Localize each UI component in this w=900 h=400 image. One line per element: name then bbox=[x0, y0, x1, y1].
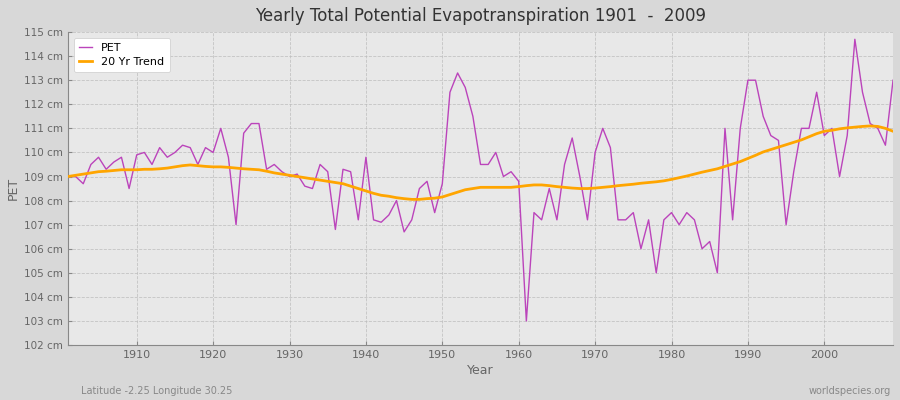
Title: Yearly Total Potential Evapotranspiration 1901  -  2009: Yearly Total Potential Evapotranspiratio… bbox=[255, 7, 706, 25]
PET bbox=[887, 78, 898, 83]
PET bbox=[506, 169, 517, 174]
PET bbox=[850, 37, 860, 42]
PET bbox=[338, 167, 348, 172]
20 Yr Trend bbox=[407, 197, 418, 202]
Line: 20 Yr Trend: 20 Yr Trend bbox=[68, 126, 893, 199]
20 Yr Trend bbox=[521, 183, 532, 188]
20 Yr Trend bbox=[887, 129, 898, 134]
20 Yr Trend bbox=[513, 184, 524, 189]
Y-axis label: PET: PET bbox=[7, 177, 20, 200]
PET bbox=[292, 172, 302, 176]
Text: worldspecies.org: worldspecies.org bbox=[809, 386, 891, 396]
PET bbox=[613, 218, 624, 222]
PET bbox=[513, 179, 524, 184]
X-axis label: Year: Year bbox=[467, 364, 494, 377]
20 Yr Trend bbox=[338, 181, 348, 186]
PET bbox=[63, 174, 74, 179]
Legend: PET, 20 Yr Trend: PET, 20 Yr Trend bbox=[74, 38, 170, 72]
PET bbox=[123, 186, 134, 191]
20 Yr Trend bbox=[865, 124, 876, 128]
20 Yr Trend bbox=[123, 167, 134, 172]
Line: PET: PET bbox=[68, 39, 893, 321]
Text: Latitude -2.25 Longitude 30.25: Latitude -2.25 Longitude 30.25 bbox=[81, 386, 232, 396]
20 Yr Trend bbox=[63, 174, 74, 179]
20 Yr Trend bbox=[292, 174, 302, 179]
PET bbox=[521, 318, 532, 323]
20 Yr Trend bbox=[613, 183, 624, 188]
